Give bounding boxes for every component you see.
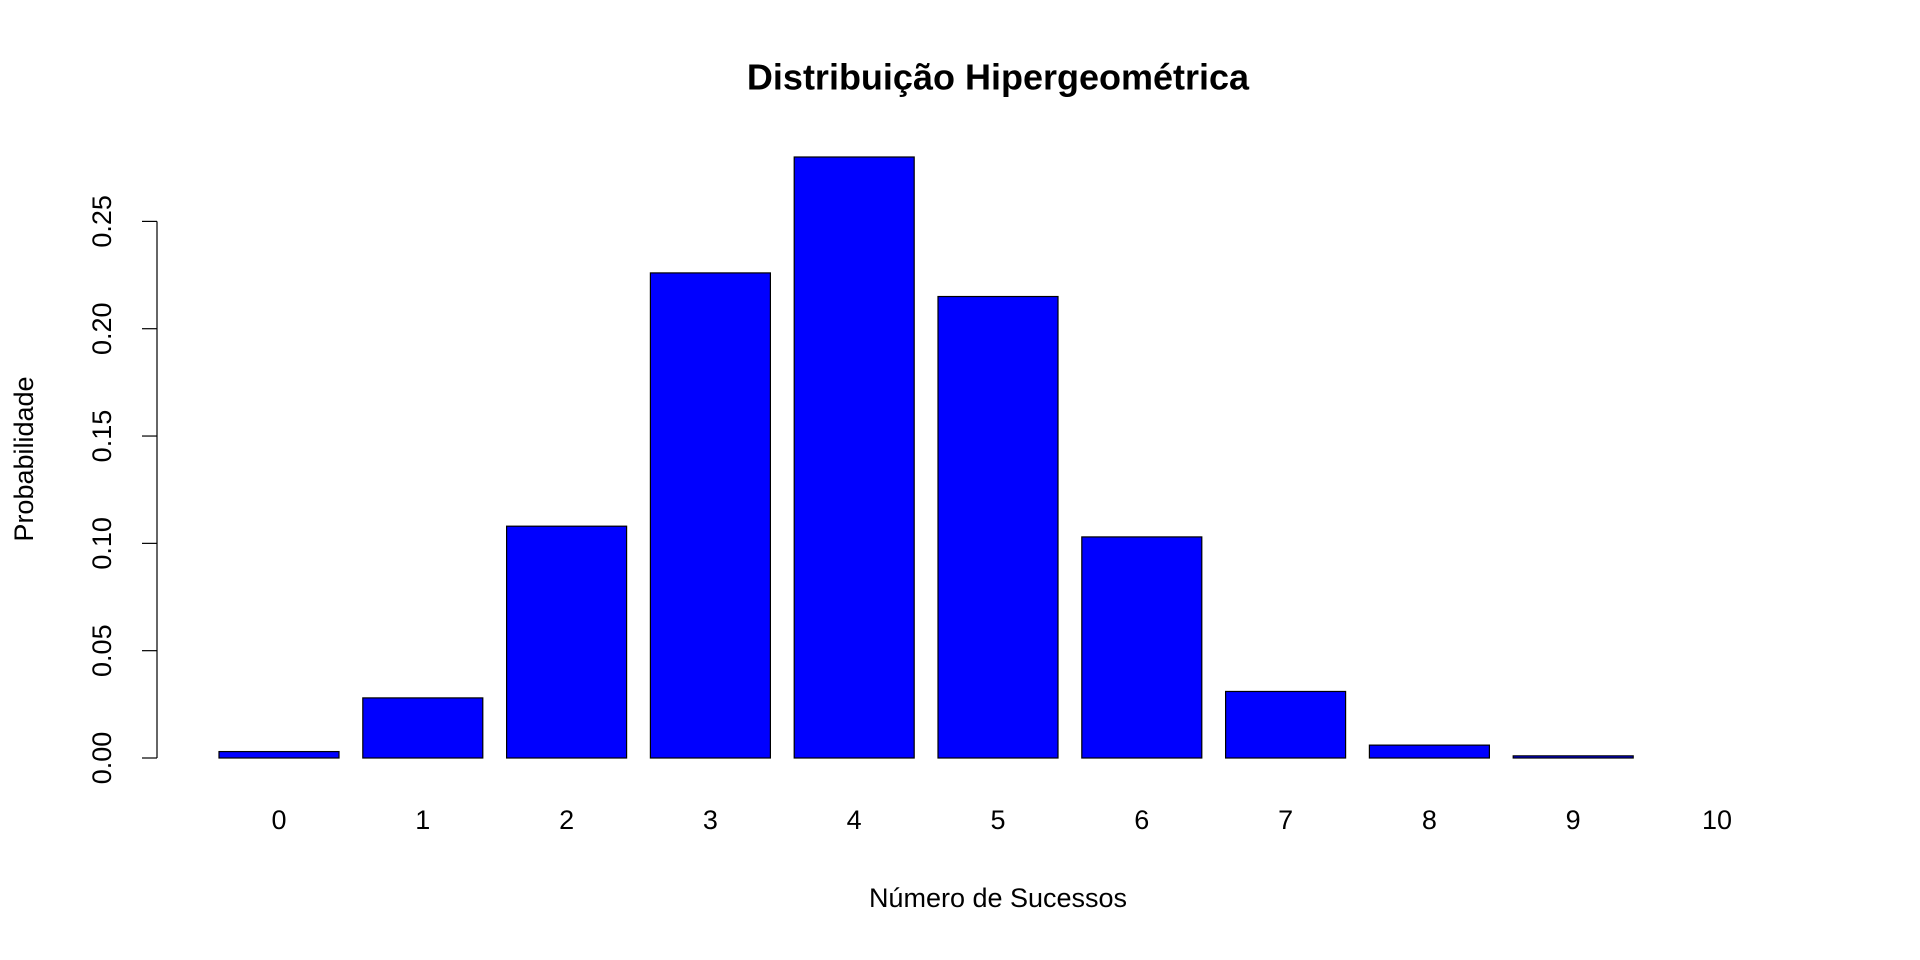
x-tick-label: 10	[1702, 805, 1732, 835]
x-tick-label: 8	[1422, 805, 1437, 835]
y-tick-label: 0.00	[87, 732, 117, 785]
bar	[1512, 755, 1634, 759]
x-tick-label: 5	[990, 805, 1005, 835]
y-tick-label: 0.20	[87, 302, 117, 355]
x-tick-label: 4	[847, 805, 862, 835]
bar	[937, 295, 1059, 759]
y-tick-label: 0.25	[87, 195, 117, 248]
bar	[649, 272, 772, 759]
y-tick-label: 0.05	[87, 624, 117, 677]
bar	[1368, 744, 1491, 759]
bar	[506, 525, 628, 759]
x-tick-label: 1	[415, 805, 430, 835]
x-tick-label: 6	[1134, 805, 1149, 835]
bar	[1081, 536, 1203, 759]
bar	[362, 697, 484, 759]
x-tick-label: 9	[1566, 805, 1581, 835]
x-tick-label: 2	[559, 805, 574, 835]
chart-title: Distribuição Hipergeométrica	[747, 57, 1250, 98]
x-tick-label: 3	[703, 805, 718, 835]
y-tick-label: 0.15	[87, 410, 117, 463]
bar	[793, 156, 915, 759]
bar	[1224, 690, 1347, 759]
y-tick-label: 0.10	[87, 517, 117, 570]
bar	[218, 750, 340, 759]
x-tick-label: 0	[271, 805, 286, 835]
x-tick-label: 7	[1278, 805, 1293, 835]
x-axis-label: Número de Sucessos	[869, 883, 1127, 913]
y-axis-label: Probabilidade	[9, 376, 39, 541]
